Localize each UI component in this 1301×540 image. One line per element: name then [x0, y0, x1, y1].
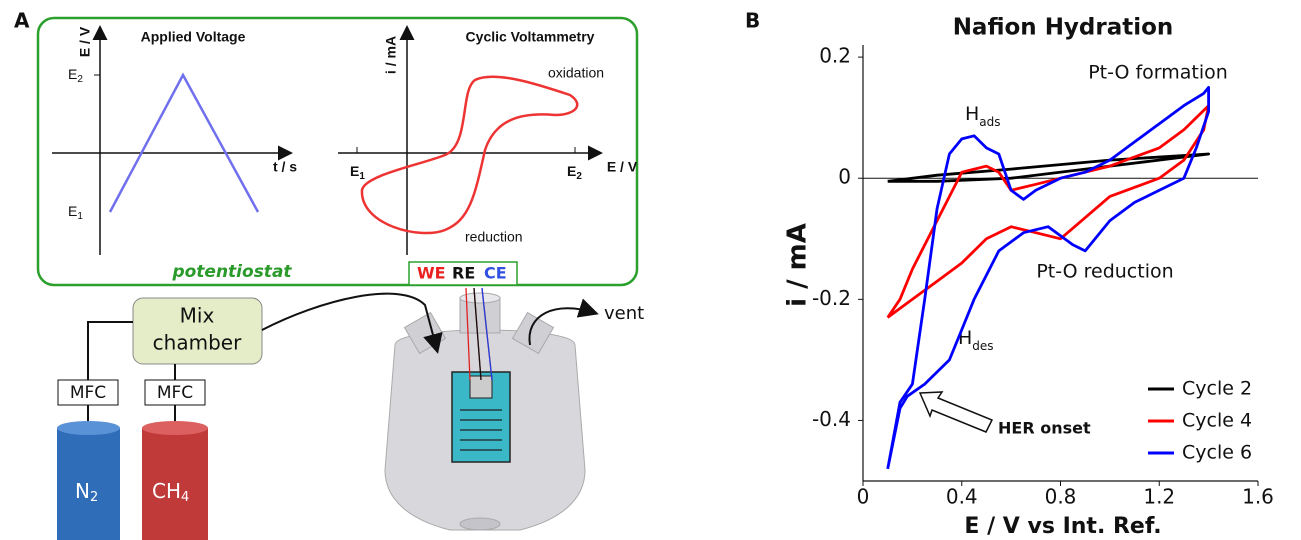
gas-label: N2	[75, 479, 98, 505]
sensor-chip	[451, 371, 511, 463]
x-tick-label: 1.2	[1143, 485, 1175, 509]
subscript: 2	[77, 74, 83, 85]
wire	[481, 287, 493, 381]
electrode-label: WE	[417, 264, 446, 283]
panel-label: A	[14, 9, 30, 33]
plot-title: Cyclic Voltammetry	[466, 29, 595, 45]
subscript: 1	[359, 171, 365, 182]
cylinder-ch4	[142, 428, 208, 540]
y-tick-label: 0.2	[819, 44, 851, 68]
vessel-neck	[511, 311, 555, 355]
label: E	[68, 66, 77, 82]
axis-label: E / V	[607, 159, 638, 175]
cylinder-top	[142, 421, 208, 435]
subscript: 2	[576, 171, 582, 182]
electrode-box	[408, 261, 518, 286]
mfc-label: MFC	[70, 383, 106, 403]
mix-chamber	[132, 297, 263, 365]
annotation: Pt-O reduction	[1036, 261, 1173, 283]
mfc-box	[144, 379, 206, 406]
gas-label: CH4	[152, 479, 189, 505]
pipe	[87, 321, 133, 380]
y-tick-label: 0	[838, 165, 851, 189]
subscript: ads	[979, 115, 1000, 129]
subscript: 4	[181, 490, 189, 505]
cylinder-n2	[57, 428, 120, 540]
vessel-port	[459, 517, 501, 531]
annotation: Hads	[965, 103, 1001, 129]
electrode-label: RE	[452, 264, 475, 283]
tick-label: E2	[567, 163, 582, 182]
legend-label: Cycle 6	[1182, 442, 1252, 464]
annotation: Hdes	[958, 327, 994, 353]
mfc-box	[57, 379, 119, 406]
voltage-waveform	[108, 72, 260, 213]
x-tick-label: 0	[857, 485, 870, 509]
series-line	[886, 104, 1210, 319]
label: H	[965, 103, 979, 125]
subscript: 2	[90, 490, 98, 505]
legend-label: Cycle 4	[1182, 410, 1252, 432]
tick-label: E1	[68, 203, 83, 222]
cv-loop	[360, 75, 579, 235]
electrode-label: CE	[484, 264, 507, 283]
annotation: oxidation	[548, 65, 604, 81]
y-tick-label: -0.4	[812, 407, 851, 431]
subscript: 1	[77, 211, 83, 222]
label: E	[350, 163, 359, 179]
gas-flow-arrow	[261, 292, 443, 354]
subscript: des	[972, 339, 993, 353]
mix-label: chamber	[153, 331, 242, 355]
vent-arrow	[528, 298, 599, 346]
label: E	[68, 203, 77, 219]
panel-label: B	[745, 9, 760, 33]
series-line	[886, 86, 1210, 470]
label: CH	[152, 479, 181, 503]
vessel-neck	[459, 292, 501, 304]
mfc-label: MFC	[157, 383, 193, 403]
axis-label: i / mA	[383, 36, 399, 74]
chart-title: Nafion Hydration	[953, 15, 1174, 41]
mix-label: Mix	[180, 304, 215, 328]
annotation: Pt-O formation	[1088, 62, 1228, 84]
x-tick-label: 0.8	[1045, 485, 1077, 509]
annotation: reduction	[465, 229, 523, 245]
axis-label: t / s	[273, 159, 297, 175]
plot-title: Applied Voltage	[141, 29, 246, 45]
label: E	[567, 163, 576, 179]
her-arrow	[918, 391, 994, 433]
x-tick-label: 0.4	[946, 485, 978, 509]
x-axis-label: E / V vs Int. Ref.	[964, 514, 1161, 539]
potentiostat-box	[36, 16, 639, 287]
y-axis-label: i / mA	[783, 223, 813, 307]
vent-label: vent	[604, 303, 644, 324]
label: H	[958, 327, 972, 349]
potentiostat-label: potentiostat	[171, 262, 292, 282]
wire	[473, 287, 482, 381]
label: N	[75, 479, 90, 503]
annotation: HER onset	[998, 419, 1091, 438]
x-tick-label: 1.6	[1242, 485, 1274, 509]
sensor-electrodes	[460, 409, 502, 451]
y-tick-label: -0.2	[812, 286, 851, 310]
tick-label: E2	[68, 66, 83, 85]
legend-label: Cycle 2	[1182, 378, 1252, 400]
cylinder-top	[57, 421, 120, 435]
tick-label: E1	[350, 163, 365, 182]
axis-label: E / V	[77, 26, 93, 57]
